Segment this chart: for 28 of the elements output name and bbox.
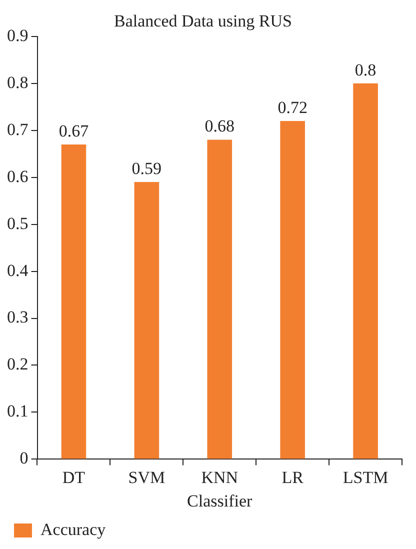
y-tick-label: 0 [20, 448, 28, 468]
x-tick-label: SVM [128, 468, 166, 487]
y-tick-label: 0.8 [7, 72, 28, 92]
data-label: 0.72 [278, 98, 308, 117]
y-tick-label: 0.6 [7, 166, 28, 186]
legend-label: Accuracy [40, 520, 106, 539]
bar [134, 182, 160, 459]
bar [280, 120, 305, 459]
y-tick-label: 0.3 [7, 308, 28, 327]
data-label: 0.8 [354, 60, 376, 80]
x-axis-title: Classifier [187, 491, 253, 510]
x-tick-label: DT [62, 468, 86, 487]
y-tick-label: 0.2 [7, 354, 28, 374]
x-tick-label: LR [282, 468, 304, 487]
y-tick-label: 0.1 [7, 402, 28, 421]
data-label: 0.59 [132, 159, 162, 178]
y-tick-label: 0.7 [7, 120, 29, 139]
bar [61, 144, 86, 459]
y-tick-label: 0.5 [7, 214, 28, 233]
y-tick-label: 0.9 [7, 26, 28, 45]
data-label: 0.68 [204, 116, 234, 136]
y-tick-label: 0.4 [7, 260, 29, 280]
bar [353, 83, 378, 459]
bar [207, 140, 232, 459]
data-label: 0.67 [58, 121, 90, 140]
chart-title: Balanced Data using RUS [114, 12, 292, 31]
x-tick-label: LSTM [342, 468, 388, 487]
x-tick-label: KNN [201, 468, 238, 487]
